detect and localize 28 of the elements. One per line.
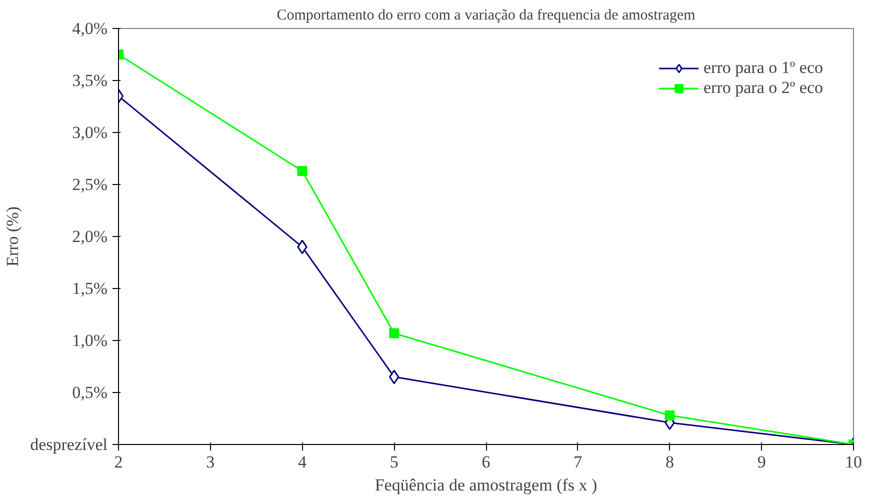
y-axis-title: Erro (%) bbox=[3, 206, 22, 266]
y-tick-label: 3,0% bbox=[72, 123, 108, 142]
x-tick-label: 2 bbox=[114, 452, 123, 472]
x-tick-label: 3 bbox=[206, 452, 215, 472]
x-tick-label: 4 bbox=[298, 452, 307, 472]
y-tick-label: 1,0% bbox=[72, 331, 108, 350]
point bbox=[389, 328, 400, 338]
point bbox=[297, 240, 308, 254]
x-tick-label: 6 bbox=[482, 452, 490, 472]
x-tick-label: 9 bbox=[757, 452, 766, 472]
point bbox=[389, 370, 400, 384]
y-tick-label: 1,5% bbox=[72, 279, 108, 298]
x-axis-title: Feqüência de amostragem (fs x ) bbox=[374, 476, 598, 494]
point bbox=[664, 410, 675, 420]
y-tick-label: 4,0% bbox=[72, 19, 108, 38]
x-tick-label: 5 bbox=[390, 452, 398, 472]
y-tick-label: desprezível bbox=[30, 435, 108, 454]
y-tick-label: 3,5% bbox=[72, 71, 108, 90]
point bbox=[297, 166, 308, 176]
y-tick-label: 2,0% bbox=[72, 227, 108, 246]
legend-label: erro para o 1º eco bbox=[704, 58, 823, 78]
x-tick-label: 10 bbox=[845, 452, 862, 472]
chart-title: Comportamento do erro com a variação da frequencia de amostragem bbox=[276, 8, 696, 24]
legend-label: erro para o 2º eco bbox=[704, 78, 823, 98]
x-tick-label: 7 bbox=[574, 452, 583, 472]
x-tick-label: 8 bbox=[666, 452, 674, 472]
y-tick-label: 2,5% bbox=[72, 175, 108, 194]
y-tick-label: 0,5% bbox=[72, 383, 108, 402]
